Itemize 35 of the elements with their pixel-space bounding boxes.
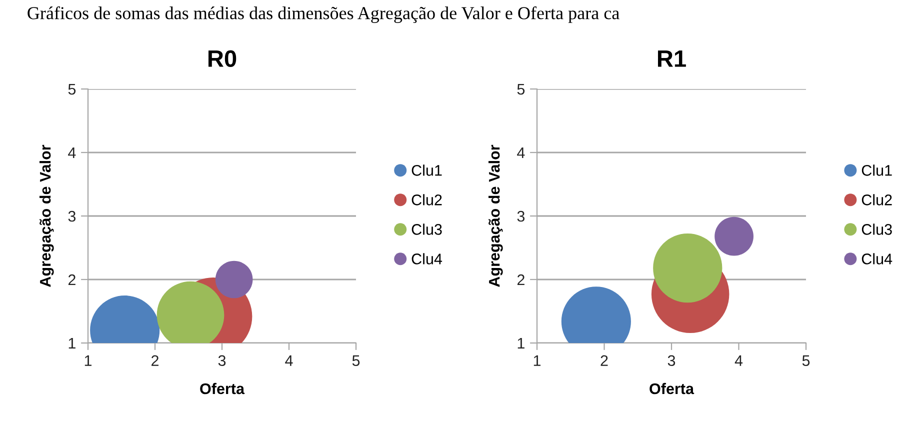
x-axis-title: Oferta [650, 382, 694, 394]
y-axis-title: Agregação de Valor [40, 144, 54, 287]
legend-label: Clu2 [862, 194, 892, 206]
y-tick-label: 4 [517, 148, 525, 158]
legend-label: Clu2 [412, 194, 442, 206]
legend-label: Clu4 [412, 253, 442, 264]
y-tick-label: 5 [68, 84, 76, 95]
y-tick-label: 2 [517, 274, 524, 286]
x-tick-label: 2 [600, 355, 608, 366]
legend-label: Clu3 [862, 224, 892, 235]
y-tick-label: 4 [68, 148, 76, 158]
y-tick-label: 1 [518, 338, 524, 349]
legend-label: Clu1 [412, 164, 442, 176]
x-axis-title: Oferta [200, 382, 245, 394]
legend-label: Clu4 [862, 253, 892, 264]
legend-label: Clu1 [862, 164, 892, 176]
y-tick-label: 3 [517, 210, 525, 222]
x-tick-label: 5 [802, 355, 810, 366]
chart-title: R0 [208, 50, 236, 68]
legend-label: Clu3 [412, 224, 442, 235]
chart-title: R1 [658, 50, 686, 67]
x-tick-label: 4 [734, 355, 743, 366]
y-tick-label: 2 [68, 274, 76, 286]
text: Gráficos de somas das médias das dimensões Agregação de Valor e Oferta para ca [28, 6, 620, 23]
x-tick-label: 3 [668, 355, 676, 366]
x-tick-label: 1 [534, 355, 541, 366]
y-tick-label: 3 [68, 210, 76, 222]
x-tick-label: 5 [352, 355, 360, 366]
y-tick-label: 5 [517, 84, 525, 95]
x-tick-label: 4 [285, 355, 293, 366]
x-tick-label: 3 [218, 355, 226, 366]
y-tick-label: 1 [68, 338, 76, 349]
x-tick-label: 2 [152, 355, 158, 366]
x-tick-label: 1 [84, 355, 92, 366]
y-axis-title: Agregação de Valor [488, 144, 503, 287]
